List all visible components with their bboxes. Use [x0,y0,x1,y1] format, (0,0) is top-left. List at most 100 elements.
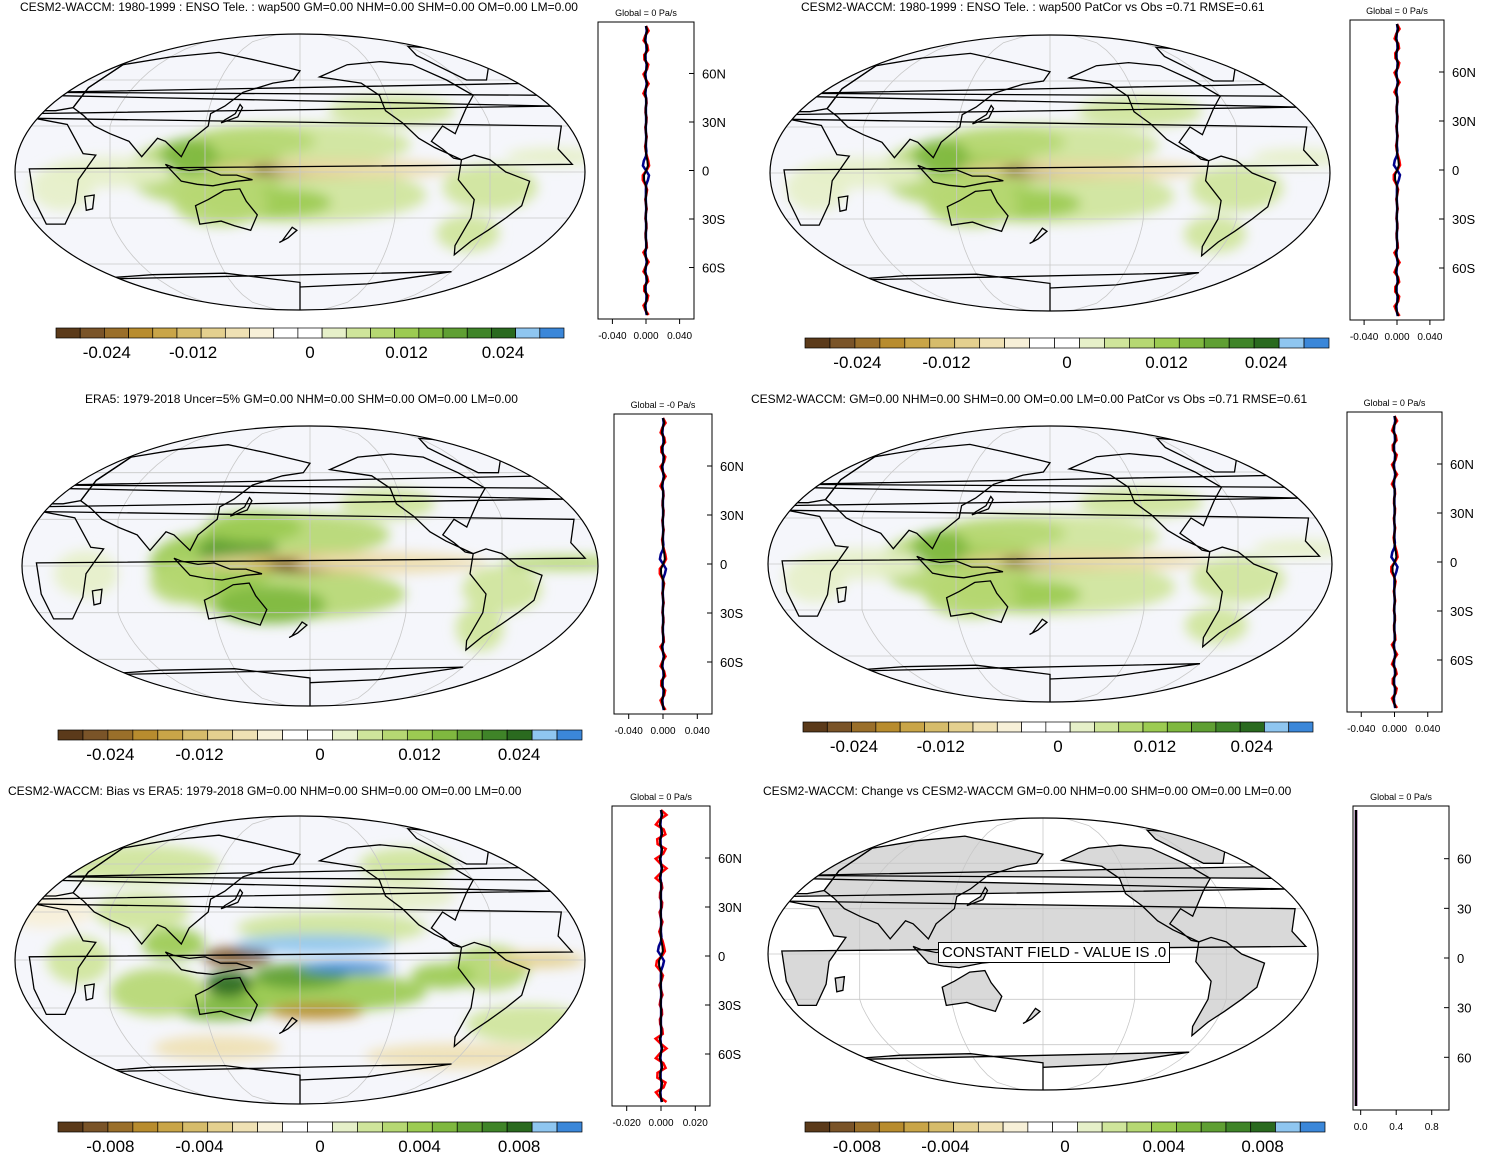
anomaly-blob [505,147,585,166]
profile-lat-label: 0 [1457,951,1464,966]
colorbar: -0.024 -0.012 0 0.012 0.024 [55,327,565,362]
colorbar-swatch [456,729,483,741]
coast-nz [278,1016,298,1035]
colorbar-swatch [1225,1121,1252,1133]
longitude-line [956,35,1029,311]
land-madagascar [835,976,845,992]
colorbar-tick-label: 0.008 [498,1137,541,1156]
colorbar: -0.008 -0.004 0 0.004 0.008 [804,1121,1326,1156]
longitude-line [1093,426,1239,702]
colorbar-tick-label: -0.012 [175,745,223,764]
colorbar-swatch [1104,337,1130,349]
anomaly-blob [1183,215,1247,253]
longitude-line [343,816,491,1104]
colorbar-tick-label: -0.012 [169,343,217,362]
colorbar-swatch [152,327,178,339]
profile-lat-label: 60N [1452,65,1476,80]
profile-frame [1352,805,1450,1111]
colorbar-swatch [418,327,444,339]
profile-lat-label: 30 [1457,1001,1471,1016]
colorbar-swatch [200,327,226,339]
panel-title: CESM2-WACCM: Change vs CESM2-WACCM GM=0.… [763,784,1292,798]
profile-model-line [642,25,649,316]
coast-japan [220,888,244,910]
colorbar-swatch [506,1121,533,1133]
colorbar-swatch [515,327,541,339]
colorbar-swatch [55,327,81,339]
colorbar-swatch [531,1121,558,1133]
panel-bias: CESM2-WACCM: Bias vs ERA5: 1979-2018 GM=… [0,784,744,1169]
coast-asia [72,834,302,946]
anomaly-blob [1253,539,1332,558]
profile-lat-label: 60N [702,66,726,81]
colorbar-swatch [104,327,129,339]
profile-lat-label: 60S [718,1047,741,1062]
colorbar-swatch [456,1121,483,1133]
panel-model-vs-obs: CESM2-WACCM: 1980-1999 : ENSO Tele. : wa… [745,0,1489,385]
anomaly-blob [141,928,205,960]
colorbar-swatch [539,327,565,339]
colorbar-swatch [531,729,558,741]
land-japan [966,887,988,906]
constant-field-label: CONSTANT FIELD - VALUE IS .0 [938,942,1171,963]
coast-antarctica [95,666,464,706]
colorbar-tick-label: -0.004 [175,1137,223,1156]
colorbar-swatch [370,327,396,339]
coast-madagascar [83,983,95,1001]
colorbar-swatch [1203,337,1230,349]
colorbar-tick-label: 0.024 [1245,353,1288,372]
colorbar-swatch [804,337,831,349]
longitude-line [862,35,1008,311]
coast-nz [278,226,298,244]
map-body [15,816,585,1104]
colorbar-tick-label: 0.024 [498,745,541,764]
anomaly-blob [502,555,598,571]
coast-madagascar [834,975,846,993]
panel-title: CESM2-WACCM: GM=0.00 NHM=0.00 SHM=0.00 O… [751,392,1308,406]
colorbar-tick-label: -0.008 [86,1137,134,1156]
colorbar-swatch [804,1121,831,1133]
colorbar-tick-label: 0 [1060,1137,1069,1156]
colorbar-swatch [132,1121,159,1133]
anomaly-blob [465,1004,585,1044]
panel-title: ERA5: 1979-2018 Uncer=5% GM=0.00 NHM=0.0… [85,392,518,406]
colorbar-swatch [491,327,516,339]
coast-asia [72,51,302,158]
colorbar-swatch [556,729,583,741]
profile-lat-label: 0 [702,164,709,179]
anomaly-blob [268,162,459,176]
longitude-line [109,34,257,310]
colorbar-tick-label: -0.012 [917,737,965,756]
profile-x-label: 0.040 [1417,332,1442,343]
coast-namerica [317,844,475,948]
colorbar-swatch [257,1121,283,1133]
colorbar-swatch [879,337,906,349]
colorbar-swatch [132,729,159,741]
coast-australia [194,976,259,1022]
colorbar-swatch [929,337,956,349]
profile-lat-label: 60S [702,261,725,276]
colorbar-swatch [1118,721,1144,733]
profile-lat-label: 0 [1450,555,1457,570]
zonal-profile: Global = 0 Pa/s 60N 30N 0 30S 60S -0.040 0.000 0… [1349,6,1476,343]
colorbar-swatch [1129,337,1155,349]
coast-japan [229,496,253,517]
profile-lat-label: 30N [720,508,744,523]
zonal-profile: Global = 0 Pa/s 60N 30N 0 30S 60S -0.020 0.000 0… [611,792,742,1129]
profile-title: Global = 0 Pa/s [1370,792,1432,802]
profile-model-line [1391,415,1398,709]
profile-lat-label: 60S [1450,653,1473,668]
colorbar-swatch [1126,1121,1153,1133]
colorbar-swatch [1142,721,1168,733]
colorbar-swatch [851,721,877,733]
colorbar-swatch [1215,721,1241,733]
profile-lat-label: 60 [1457,1050,1471,1065]
profile-lat-label: 30S [1450,604,1473,619]
anomaly-blob [300,961,395,975]
coast-australia [203,582,268,626]
colorbar-swatch [1004,337,1030,349]
coast-asia [79,444,312,552]
colorbar-swatch [182,1121,209,1133]
anomaly-blob [913,139,970,177]
colorbar-swatch [948,721,974,733]
